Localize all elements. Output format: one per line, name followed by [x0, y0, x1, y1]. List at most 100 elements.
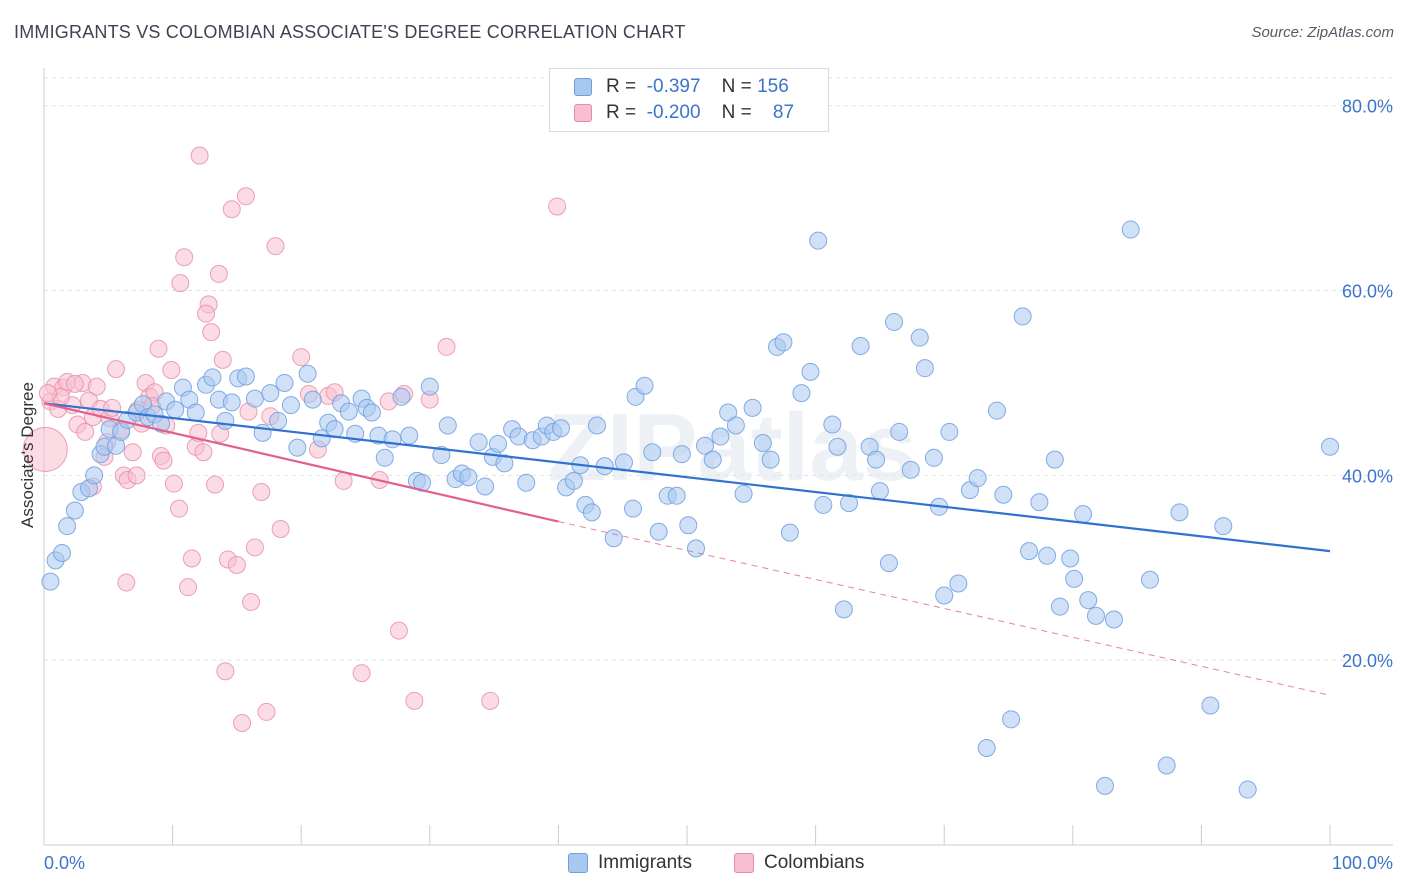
colombians-points: [22, 146, 567, 733]
immigrants-point: [809, 231, 828, 250]
colombians-point: [170, 499, 189, 518]
legend-item-colombians[interactable]: Colombians: [734, 852, 864, 874]
immigrants-point: [432, 446, 451, 465]
immigrants-point: [940, 422, 959, 441]
colombians-point: [162, 361, 181, 380]
immigrants-point: [703, 450, 722, 469]
legend-item-immigrants[interactable]: Immigrants: [568, 852, 692, 874]
immigrants-point: [203, 368, 222, 387]
immigrants-point: [269, 411, 288, 430]
immigrants-point: [41, 572, 60, 591]
colombians-point: [227, 555, 246, 574]
immigrants-point: [303, 390, 322, 409]
stats-legend: R = -0.397 N = 156 R = -0.200 N = 87: [549, 68, 829, 132]
immigrants-point: [1020, 542, 1039, 561]
trend-lines: [43, 402, 1331, 696]
y-tick-label: 20.0%: [1342, 651, 1393, 671]
immigrants-point: [792, 384, 811, 403]
y-tick-label: 40.0%: [1342, 466, 1393, 486]
immigrants-point: [216, 411, 235, 430]
immigrants-point: [186, 403, 205, 422]
immigrants-point: [298, 364, 317, 383]
immigrants-point: [53, 543, 72, 562]
colombians-point: [206, 475, 225, 494]
x-tick-label: 0.0%: [44, 853, 85, 873]
bottom-legend: Immigrants Colombians: [0, 852, 1406, 878]
immigrants-point: [1074, 505, 1093, 524]
axis-layer: 20.0% 40.0% 60.0% 80.0% 0.0% 100.0%: [43, 68, 1393, 873]
colombians-point: [334, 471, 353, 490]
colombians-point: [171, 274, 190, 293]
immigrants-point: [58, 517, 77, 536]
colombians-point: [38, 384, 57, 403]
r-label: R =: [606, 76, 637, 97]
immigrants-point: [915, 359, 934, 378]
immigrants-point: [679, 516, 698, 535]
y-axis-label: Associate's Degree: [18, 382, 37, 528]
immigrants-point: [236, 367, 255, 386]
immigrants-point: [1214, 517, 1233, 536]
immigrants-point: [392, 387, 411, 406]
immigrants-point: [564, 471, 583, 490]
legend-row-immigrants: R = -0.397 N = 156: [574, 75, 789, 99]
immigrants-point: [672, 445, 691, 464]
y-tick-label: 80.0%: [1342, 97, 1393, 117]
immigrants-point: [1140, 570, 1159, 589]
immigrants-point: [623, 499, 642, 518]
immigrants-point: [281, 396, 300, 415]
colombians-point: [236, 187, 255, 206]
immigrants-point: [753, 434, 772, 453]
colombians-point: [202, 323, 221, 342]
immigrants-swatch: [568, 853, 588, 873]
immigrants-point: [924, 448, 943, 467]
immigrants-point: [1061, 549, 1080, 568]
immigrants-point: [85, 466, 104, 485]
colombians-point: [154, 451, 173, 470]
source-label: Source: ZipAtlas.com: [1251, 24, 1394, 41]
r-label: R =: [606, 102, 637, 123]
x-tick-label: 100.0%: [1332, 853, 1393, 873]
immigrants-point: [383, 430, 402, 449]
colombians-point: [127, 466, 146, 485]
immigrants-point: [687, 539, 706, 558]
colombians-point: [389, 621, 408, 640]
colombians-point: [252, 482, 271, 501]
colombians-point: [87, 377, 106, 396]
colombians-point: [245, 538, 264, 557]
immigrants-point: [814, 495, 833, 514]
immigrants-point: [635, 376, 654, 395]
immigrants-point: [1079, 591, 1098, 610]
immigrants-point: [1086, 606, 1105, 625]
colombians-point: [481, 691, 500, 710]
immigrants-point: [1013, 307, 1032, 326]
immigrants-point: [261, 384, 280, 403]
colombians-point: [209, 264, 228, 283]
colombians-point: [117, 573, 136, 592]
immigrants-point: [667, 486, 686, 505]
immigrants-point: [828, 437, 847, 456]
legend-row-colombians: R = -0.200 N = 87: [574, 101, 794, 125]
colombians-point: [352, 664, 371, 683]
legend-label: Immigrants: [598, 852, 692, 873]
immigrants-point: [604, 529, 623, 548]
colombians-point: [257, 702, 276, 721]
colombians-point: [437, 337, 456, 356]
immigrants-point: [1104, 610, 1123, 629]
immigrants-point: [1065, 569, 1084, 588]
immigrants-point: [743, 398, 762, 417]
colombians-point: [266, 237, 285, 256]
y-tick-label: 60.0%: [1342, 282, 1393, 302]
immigrants-point: [870, 482, 889, 501]
immigrants-point: [1201, 696, 1220, 715]
colombians-trend-extension: [558, 521, 1331, 696]
immigrants-point: [1238, 780, 1257, 799]
immigrants-point: [643, 443, 662, 462]
colombians-point: [233, 714, 252, 733]
immigrants-point: [987, 401, 1006, 420]
immigrants-point: [438, 416, 457, 435]
colombians-point: [190, 146, 209, 165]
immigrants-point: [1038, 546, 1057, 565]
immigrants-point: [851, 336, 870, 355]
colombians-point: [222, 200, 241, 219]
